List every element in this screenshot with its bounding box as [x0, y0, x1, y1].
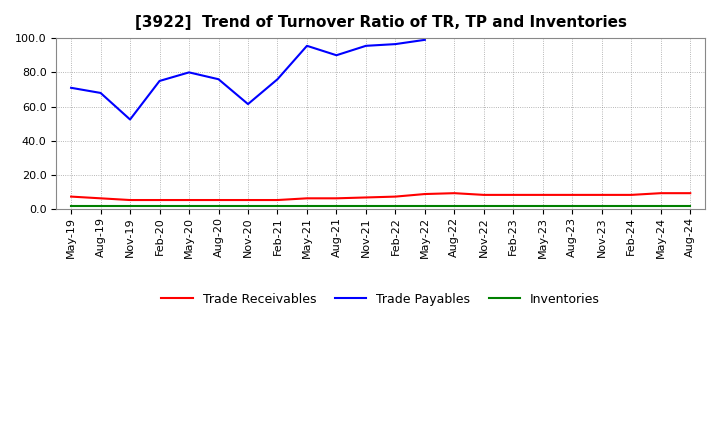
Inventories [332, 203, 341, 209]
Trade Payables [156, 78, 164, 84]
Trade Receivables [450, 191, 459, 196]
Inventories [214, 203, 222, 209]
Trade Payables [214, 77, 222, 82]
Inventories [450, 203, 459, 209]
Trade Receivables [214, 198, 222, 203]
Inventories [126, 203, 135, 209]
Legend: Trade Receivables, Trade Payables, Inventories: Trade Receivables, Trade Payables, Inven… [156, 288, 605, 311]
Trade Receivables [185, 198, 194, 203]
Trade Receivables [568, 192, 577, 198]
Inventories [243, 203, 252, 209]
Trade Receivables [686, 191, 695, 196]
Trade Receivables [420, 191, 429, 197]
Inventories [156, 203, 164, 209]
Trade Payables [243, 102, 252, 107]
Inventories [657, 203, 665, 209]
Trade Receivables [361, 195, 370, 200]
Inventories [686, 203, 695, 209]
Inventories [185, 203, 194, 209]
Inventories [598, 203, 606, 209]
Trade Payables [332, 53, 341, 58]
Trade Receivables [156, 198, 164, 203]
Trade Payables [67, 85, 76, 91]
Inventories [391, 203, 400, 209]
Inventories [420, 203, 429, 209]
Trade Payables [391, 41, 400, 47]
Trade Payables [420, 37, 429, 43]
Trade Receivables [126, 198, 135, 203]
Trade Receivables [480, 192, 488, 198]
Trade Payables [361, 43, 370, 48]
Trade Receivables [598, 192, 606, 198]
Title: [3922]  Trend of Turnover Ratio of TR, TP and Inventories: [3922] Trend of Turnover Ratio of TR, TP… [135, 15, 626, 30]
Trade Receivables [509, 192, 518, 198]
Inventories [480, 203, 488, 209]
Inventories [361, 203, 370, 209]
Trade Receivables [391, 194, 400, 199]
Inventories [627, 203, 636, 209]
Trade Payables [126, 117, 135, 122]
Trade Receivables [539, 192, 547, 198]
Inventories [67, 203, 76, 209]
Trade Receivables [273, 198, 282, 203]
Trade Receivables [332, 196, 341, 201]
Inventories [96, 203, 105, 209]
Trade Receivables [657, 191, 665, 196]
Trade Payables [302, 43, 311, 48]
Inventories [539, 203, 547, 209]
Inventories [509, 203, 518, 209]
Inventories [568, 203, 577, 209]
Trade Payables [185, 70, 194, 75]
Trade Receivables [243, 198, 252, 203]
Trade Receivables [67, 194, 76, 199]
Trade Payables [96, 90, 105, 95]
Trade Payables [273, 77, 282, 82]
Trade Receivables [96, 196, 105, 201]
Trade Receivables [627, 192, 636, 198]
Line: Trade Receivables: Trade Receivables [71, 193, 690, 200]
Trade Receivables [302, 196, 311, 201]
Line: Trade Payables: Trade Payables [71, 40, 425, 120]
Inventories [302, 203, 311, 209]
Inventories [273, 203, 282, 209]
